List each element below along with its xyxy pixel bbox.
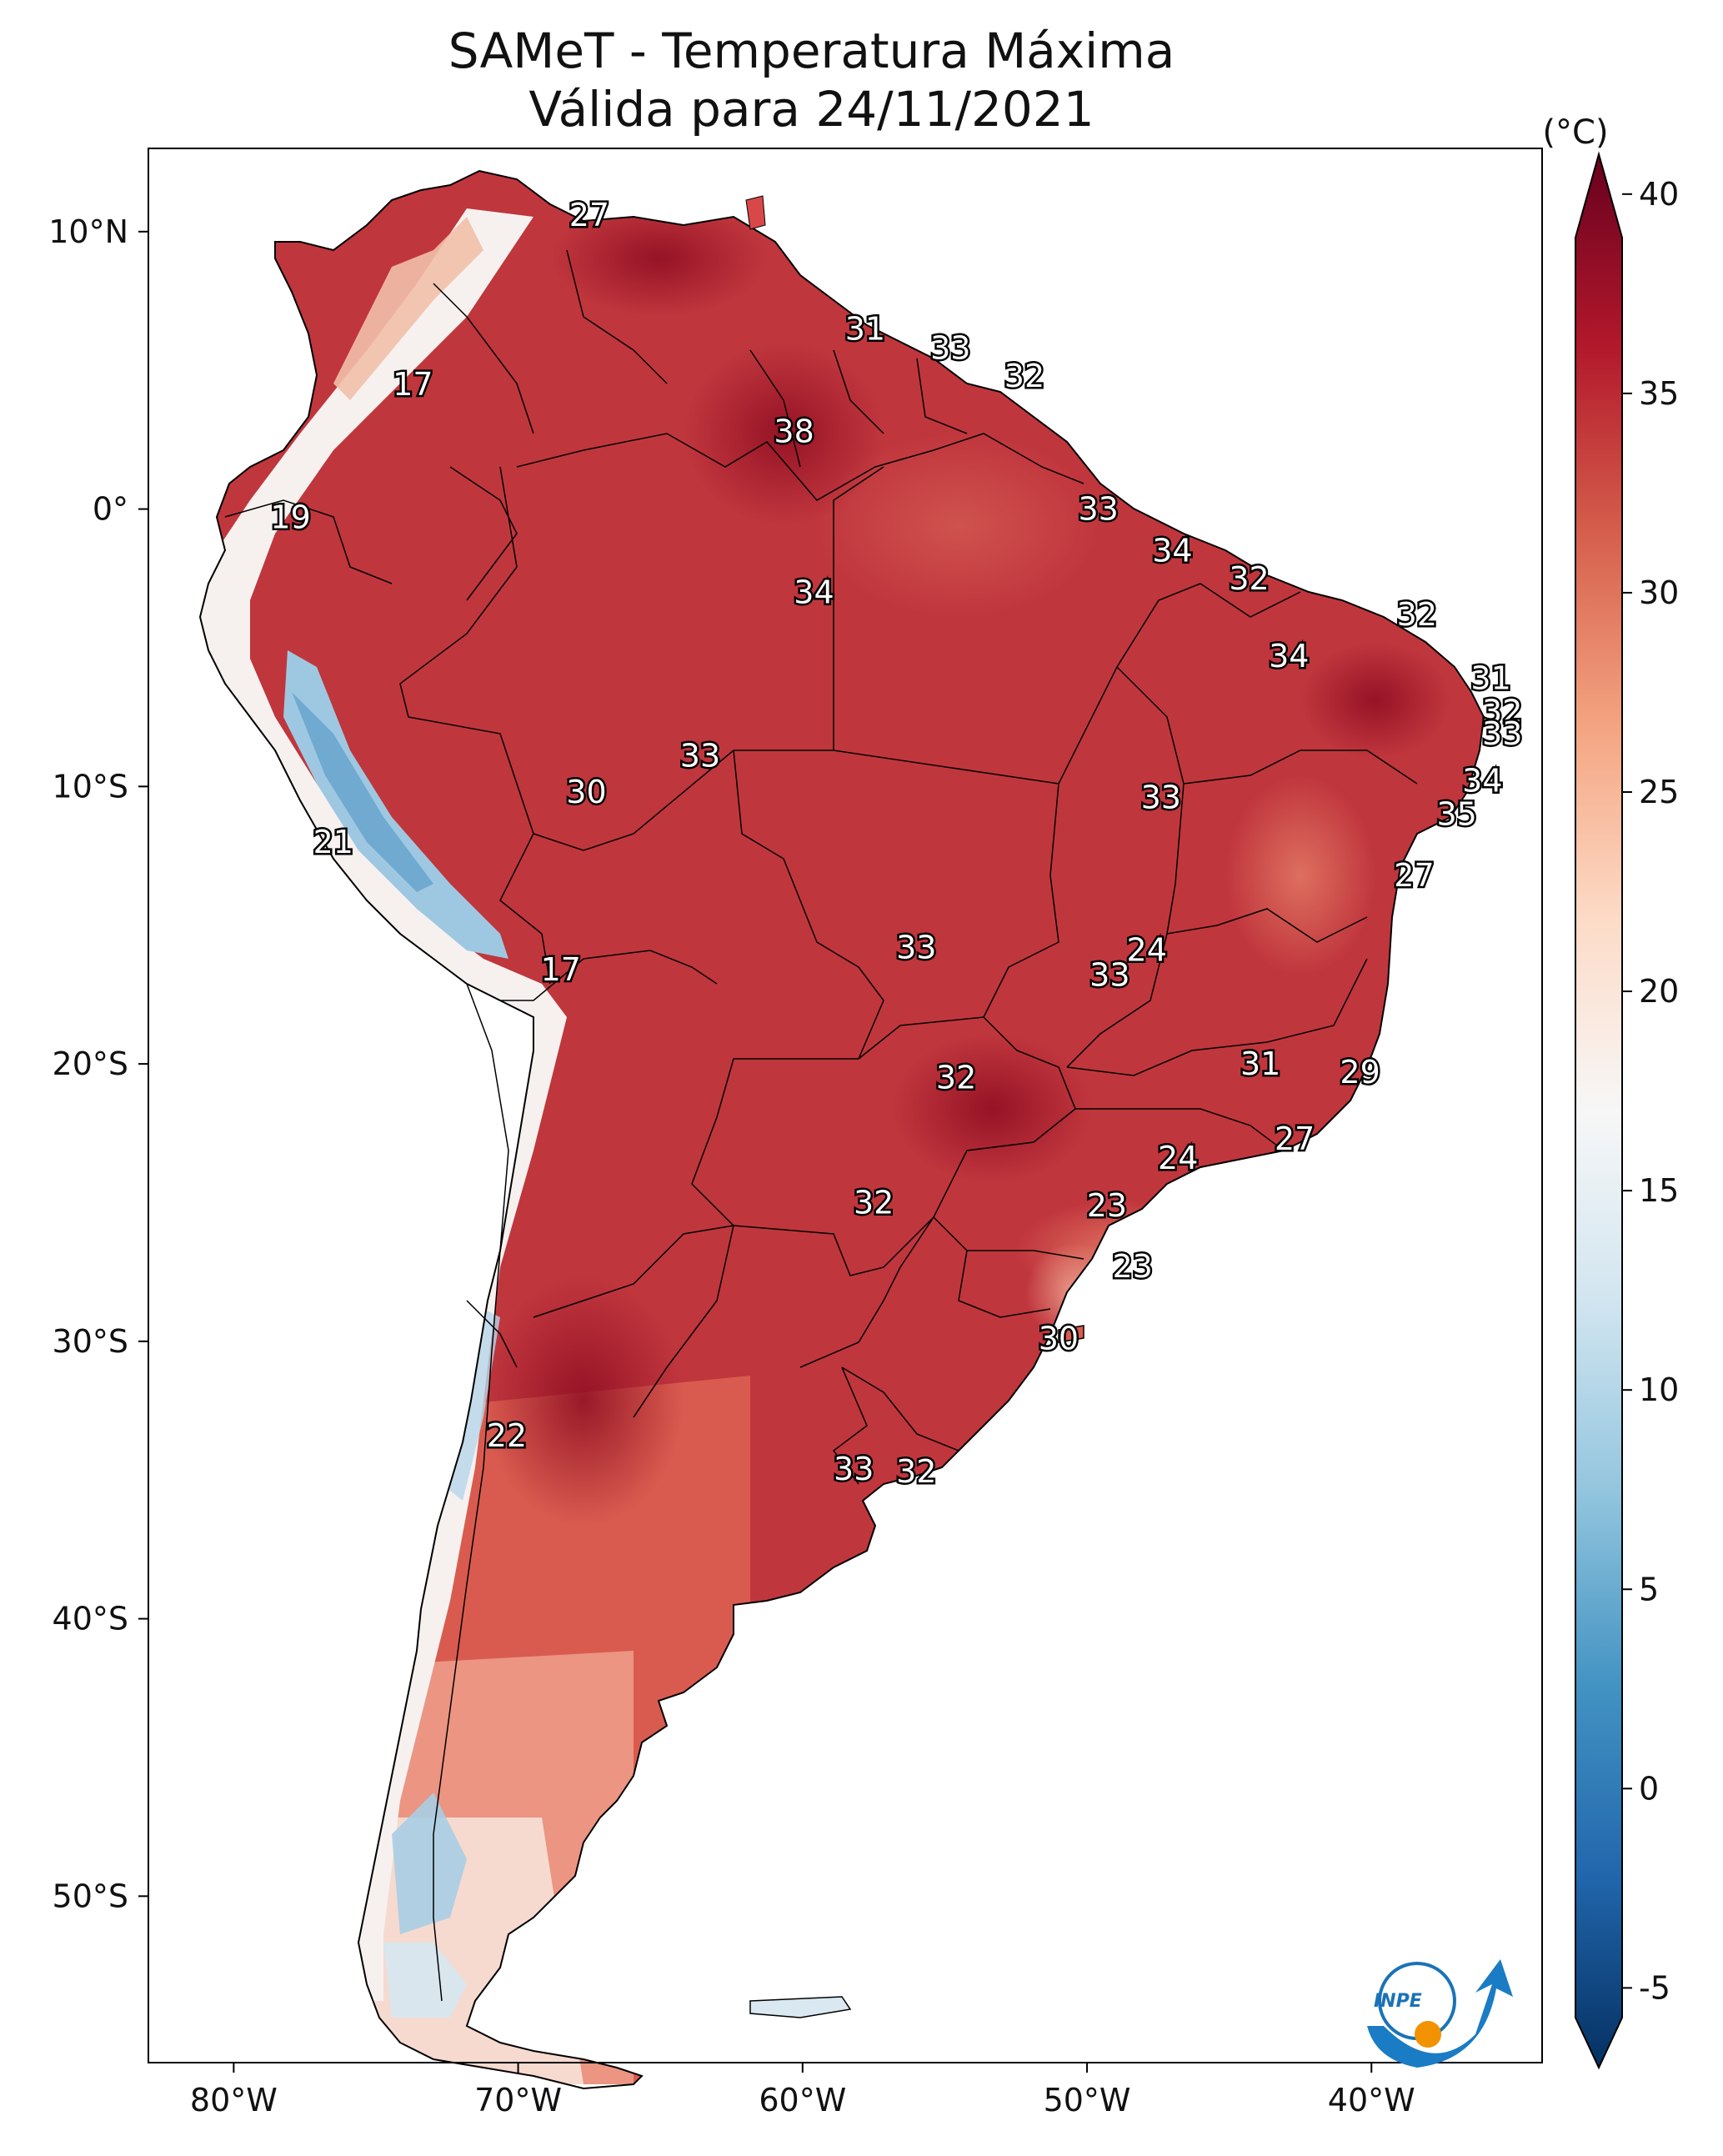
- map-title: SAMeT - Temperatura Máxima: [448, 23, 1175, 79]
- lon-tick-label: 60°W: [759, 2082, 846, 2118]
- temperature-label: 31: [1470, 660, 1510, 697]
- temperature-label: 38: [774, 413, 814, 449]
- temperature-label: 32: [936, 1060, 976, 1096]
- temperature-label: 33: [896, 929, 936, 965]
- temperature-label: 34: [1269, 638, 1309, 674]
- lat-tick-label: 20°S: [53, 1045, 128, 1082]
- colorbar-unit: (°C): [1542, 113, 1608, 152]
- temperature-label: 32: [854, 1184, 894, 1221]
- map-subtitle: Válida para 24/11/2021: [528, 81, 1094, 138]
- temperature-label: 32: [1397, 596, 1437, 633]
- svg-text:INPE: INPE: [1374, 1991, 1422, 2012]
- temperature-label: 24: [1158, 1140, 1198, 1176]
- longitude-axis: 80°W 70°W 60°W 50°W 40°W: [190, 2063, 1415, 2118]
- temperature-label: 27: [569, 197, 609, 233]
- colorbar-tick-label: 30: [1639, 574, 1679, 611]
- lon-tick-label: 50°W: [1044, 2082, 1131, 2118]
- colorbar-tick-label: 0: [1639, 1770, 1659, 1807]
- temperature-label: 33: [680, 738, 720, 775]
- colorbar-tick-label: 40: [1639, 176, 1679, 213]
- temperature-label: 19: [270, 499, 310, 536]
- colorbar-tick-label: 25: [1639, 774, 1679, 810]
- inpe-logo: INPE: [1367, 1959, 1513, 2068]
- colorbar-tick-label: 20: [1639, 973, 1679, 1010]
- lat-tick-label: 10°S: [53, 768, 128, 805]
- temperature-label: 23: [1112, 1248, 1152, 1285]
- colorbar-bar: [1575, 151, 1623, 2070]
- temperature-label: 22: [487, 1417, 527, 1454]
- temperature-label: 24: [1127, 932, 1167, 969]
- temperature-label: 32: [896, 1453, 936, 1490]
- temperature-label: 34: [1462, 763, 1502, 800]
- temperature-label: 32: [1229, 560, 1269, 597]
- colorbar-tick-label: 10: [1639, 1371, 1679, 1408]
- temperature-label: 35: [1436, 796, 1476, 833]
- temperature-label: 31: [1240, 1045, 1280, 1082]
- colorbar-ticks: 40 35 30 25 20 15 10 5 0 -5: [1622, 176, 1679, 2006]
- temperature-label: 32: [1004, 358, 1044, 394]
- lat-tick-label: 10°N: [48, 213, 128, 250]
- lon-tick-label: 70°W: [474, 2082, 562, 2118]
- colorbar-tick-label: 5: [1639, 1571, 1659, 1607]
- temperature-label: 33: [1079, 491, 1119, 528]
- colorbar-tick-label: -5: [1639, 1969, 1670, 2006]
- lon-tick-label: 40°W: [1328, 2082, 1415, 2118]
- temperature-label: 30: [1039, 1321, 1079, 1357]
- colorbar-tick-label: 35: [1639, 375, 1679, 412]
- lon-tick-label: 80°W: [190, 2082, 278, 2118]
- temperature-label: 33: [1482, 715, 1522, 752]
- temperature-label: 27: [1275, 1121, 1315, 1157]
- trinidad-island: [745, 195, 766, 230]
- temperature-label: 29: [1340, 1054, 1380, 1091]
- temperature-label: 21: [313, 824, 353, 860]
- temperature-label: 33: [930, 330, 970, 367]
- political-borders: [224, 249, 1418, 2002]
- temperature-label: 33: [1141, 780, 1181, 816]
- temperature-label: 30: [566, 774, 606, 810]
- colorbar-tick-label: 15: [1639, 1172, 1679, 1209]
- falklands-islands: [749, 1996, 852, 2018]
- temperature-label: 34: [1152, 532, 1192, 569]
- island-sao-francisco: [1058, 1325, 1084, 1343]
- colorbar: (°C) 40 35 30 25 20 15 10 5 0 -5: [1542, 113, 1679, 2070]
- plot-frame: [148, 148, 1543, 2063]
- temperature-label: 31: [845, 310, 885, 347]
- temperature-label: 34: [794, 574, 834, 610]
- lat-tick-label: 0°: [93, 491, 128, 528]
- latitude-axis: 10°N 0° 10°S 20°S 30°S 40°S 50°S: [48, 213, 148, 1914]
- lat-tick-label: 50°S: [53, 1878, 128, 1914]
- lat-tick-label: 30°S: [53, 1323, 128, 1360]
- temperature-label: 27: [1394, 857, 1434, 894]
- temperature-label: 17: [393, 366, 433, 403]
- temperature-label: 33: [1089, 957, 1129, 994]
- temperature-label: 33: [834, 1451, 874, 1487]
- lat-tick-label: 40°S: [53, 1601, 128, 1637]
- temperature-label: 17: [541, 951, 581, 988]
- temperature-label: 23: [1087, 1187, 1127, 1224]
- temperature-label: 32: [1482, 693, 1522, 730]
